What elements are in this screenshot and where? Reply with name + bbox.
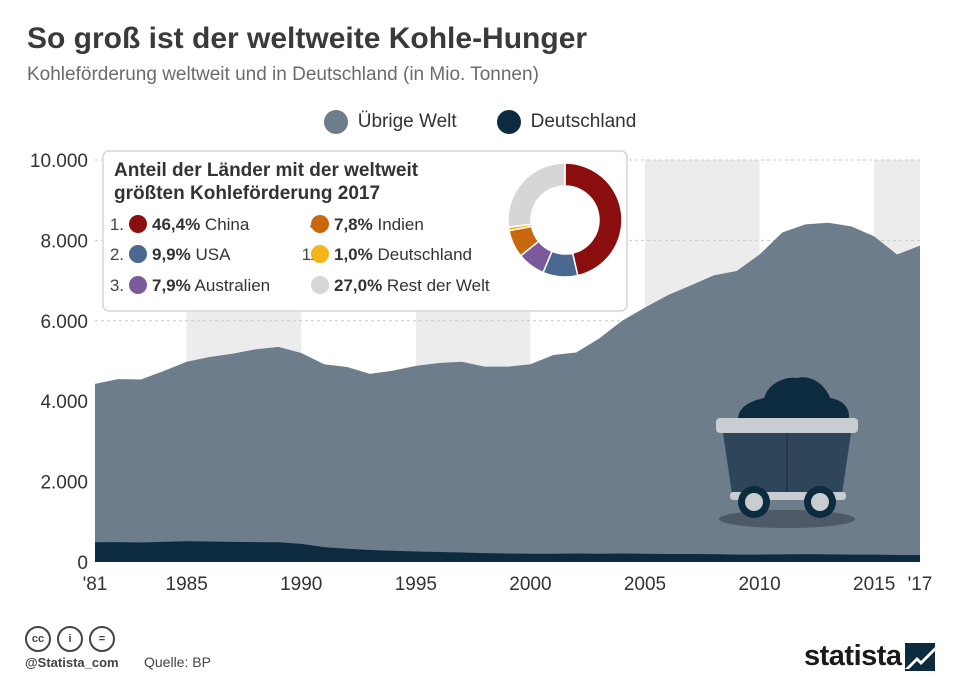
legend-label-germany: Deutschland [530, 111, 637, 132]
inset-entry-5: 27,0% Rest der Welt [311, 276, 490, 295]
y-tick-label-5: 10.000 [30, 151, 88, 172]
inset-title-line2: größten Kohleförderung 2017 [114, 183, 380, 204]
inset-entry-name: USA [191, 245, 231, 264]
y-tick-label-3: 6.000 [40, 312, 88, 333]
inset-box [102, 150, 628, 312]
x-tick-label-1: 1985 [166, 574, 208, 595]
inset-entry-value: 7,9% [152, 276, 191, 295]
x-tick-label-7: 2015 [853, 574, 895, 595]
legend-swatch-world [323, 110, 348, 134]
inset-entry-value: 27,0% [334, 276, 382, 295]
inset-entry-value: 1,0% [334, 245, 373, 264]
inset-entry-0: 1. 46,4% China [110, 215, 250, 234]
by-icon: i [57, 626, 83, 652]
x-tick-label-6: 2010 [738, 574, 780, 595]
legend-item-germany: Deutschland [496, 110, 637, 134]
inset-entry-dot [311, 245, 329, 263]
donut-slice-5 [507, 162, 566, 228]
inset-panel: Anteil der Länder mit der weltweitgrößte… [102, 150, 628, 312]
x-tick-label-0: '81 [83, 574, 108, 595]
inset-entry-name: Australien [191, 276, 270, 295]
coal-pile [738, 377, 850, 422]
license-icons: cc i = [25, 626, 115, 652]
y-tick-label-2: 4.000 [40, 392, 88, 413]
inset-entry-dot [311, 215, 329, 233]
inset-entry-name: China [200, 215, 250, 234]
inset-entry-text: 9,9% USA [152, 245, 231, 264]
cc-icon: cc [25, 626, 51, 652]
x-tick-label-5: 2005 [624, 574, 666, 595]
chart-title: So groß ist der weltweite Kohle-Hunger [27, 22, 588, 55]
legend: Übrige Welt Deutschland [0, 110, 960, 134]
inset-entry-name: Deutschland [373, 245, 472, 264]
inset-entry-rank: 3. [110, 276, 124, 295]
inset-entry-4: 11.1,0% Deutschland [302, 245, 472, 264]
inset-entry-text: 1,0% Deutschland [334, 245, 472, 264]
inset-entry-2: 3. 7,9% Australien [110, 276, 270, 295]
coal-cart-hub-right [811, 493, 829, 511]
area-deutschland [95, 541, 920, 562]
inset-entry-name: Rest der Welt [382, 276, 490, 295]
y-tick-label-0: 0 [77, 553, 88, 574]
inset-entry-dot [129, 276, 147, 294]
inset-entry-text: 7,8% Indien [334, 215, 424, 234]
statista-handle: @Statista_com [25, 655, 119, 670]
inset-entry-value: 7,8% [334, 215, 373, 234]
inset-entry-1: 2. 9,9% USA [110, 245, 231, 264]
statista-logo-text: statista [804, 640, 902, 672]
inset-entry-text: 46,4% China [152, 215, 250, 234]
area-uebrige-welt [95, 222, 920, 562]
nd-icon: = [89, 626, 115, 652]
inset-title-line1: Anteil der Länder mit der weltweit [114, 160, 419, 181]
source-label: Quelle: BP [144, 654, 211, 670]
legend-swatch-germany [496, 110, 521, 134]
x-tick-label-2: 1990 [280, 574, 322, 595]
legend-item-world: Übrige Welt [323, 110, 457, 134]
coal-cart-rim [716, 418, 858, 433]
chart-subtitle: Kohleförderung weltweit und in Deutschla… [27, 64, 539, 85]
statista-logo-icon [905, 643, 935, 671]
inset-entry-rank: 1. [110, 215, 124, 234]
y-tick-label-4: 8.000 [40, 231, 88, 252]
inset-entry-value: 46,4% [152, 215, 200, 234]
inset-entry-dot [129, 215, 147, 233]
inset-entry-text: 27,0% Rest der Welt [334, 276, 490, 295]
inset-entry-dot [311, 276, 329, 294]
legend-label-world: Übrige Welt [357, 111, 457, 132]
inset-entry-rank: 2. [110, 245, 124, 264]
x-tick-label-8: '17 [908, 574, 933, 595]
inset-entry-3: 4.7,8% Indien [310, 215, 424, 234]
inset-entry-dot [129, 245, 147, 263]
x-tick-label-4: 2000 [509, 574, 551, 595]
x-tick-label-3: 1995 [395, 574, 437, 595]
coal-cart-hub-left [745, 493, 763, 511]
coal-cart-icon [716, 377, 858, 528]
inset-entry-text: 7,9% Australien [152, 276, 270, 295]
inset-entry-value: 9,9% [152, 245, 191, 264]
donut-slice-0 [564, 162, 623, 277]
coal-cart-shadow [719, 510, 855, 528]
inset-entry-name: Indien [373, 215, 424, 234]
y-tick-label-1: 2.000 [40, 473, 88, 494]
